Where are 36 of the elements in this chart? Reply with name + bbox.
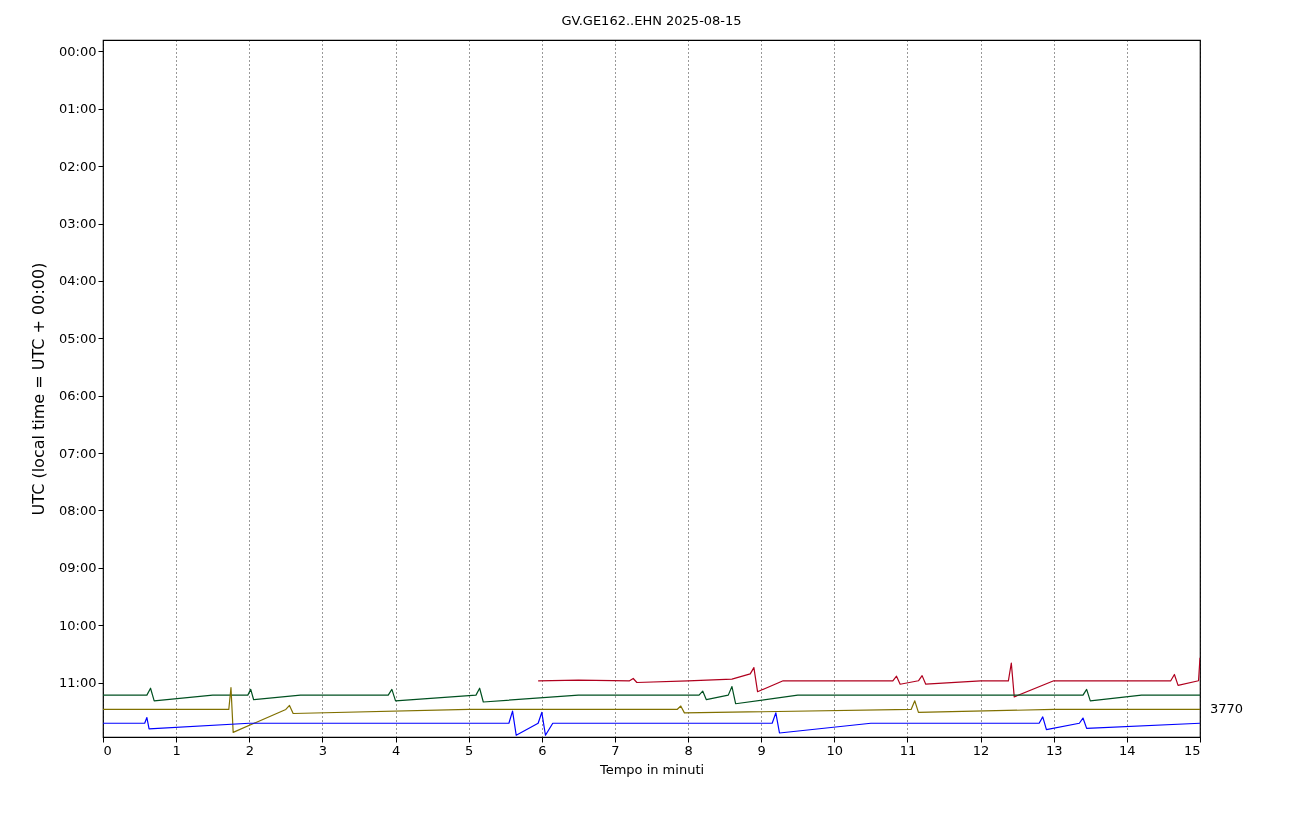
x-tick-label: 10 xyxy=(826,742,844,758)
x-tick-label: 4 xyxy=(391,742,401,758)
x-tick-label: 9 xyxy=(757,742,766,758)
x-tick-label: 15 xyxy=(1183,742,1201,758)
x-tick-label: 8 xyxy=(684,742,693,758)
x-tick-label: 0 xyxy=(103,742,112,758)
y-tick-label: 08:00 xyxy=(59,502,97,518)
annotation: 3770 xyxy=(1210,701,1244,717)
line-series xyxy=(103,687,1200,734)
y-tick-label: 01:00 xyxy=(59,101,97,117)
x-tick-label: 14 xyxy=(1119,742,1136,758)
x-tick-label: 11 xyxy=(899,742,917,758)
x-tick-label: 7 xyxy=(611,742,620,758)
x-tick-label: 6 xyxy=(538,742,547,758)
line-series xyxy=(103,685,1200,705)
x-tick-label: 12 xyxy=(972,742,990,758)
y-tick-label: 10:00 xyxy=(59,617,97,633)
y-tick-label: 02:00 xyxy=(59,158,97,174)
y-tick-label: 05:00 xyxy=(59,330,97,346)
x-tick-label: 3 xyxy=(318,742,328,758)
x-tick-label: 13 xyxy=(1045,742,1063,758)
y-tick-label: 04:00 xyxy=(59,273,97,289)
y-tick-label: 06:00 xyxy=(59,388,97,404)
y-tick-label: 11:00 xyxy=(59,675,97,690)
y-tick-label: 09:00 xyxy=(59,560,97,576)
y-axis-title: UTC (local time = UTC + 00:00) xyxy=(29,262,49,516)
x-axis-title: Tempo in minuti xyxy=(598,761,705,777)
line-series xyxy=(103,710,1200,736)
y-tick-label: 00:00 xyxy=(59,43,97,59)
chart-title: GV.GE162..EHN 2025-08-15 xyxy=(561,13,742,28)
x-tick-label: 2 xyxy=(245,742,254,758)
y-tick-label: 07:00 xyxy=(59,445,97,461)
line-series xyxy=(537,657,1200,698)
x-tick-label: 1 xyxy=(172,742,181,758)
y-tick-label: 03:00 xyxy=(59,216,97,232)
x-tick-label: 5 xyxy=(465,742,474,758)
